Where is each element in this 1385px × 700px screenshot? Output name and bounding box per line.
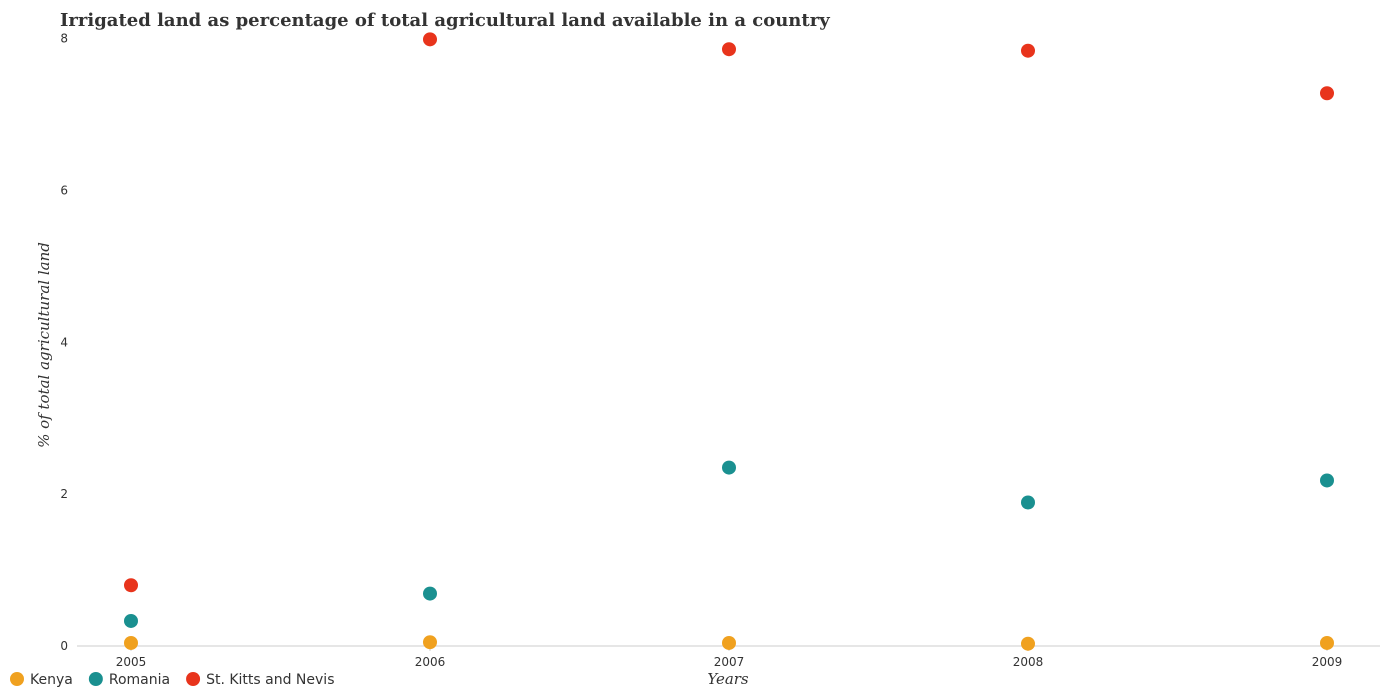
point-st-kitts-and-nevis-2009 — [1320, 86, 1334, 101]
point-st-kitts-and-nevis-2006 — [423, 32, 437, 47]
point-romania-2006 — [423, 586, 437, 601]
legend-marker-st-kitts-and-nevis — [186, 672, 201, 686]
x-tick-label: 2007 — [714, 655, 745, 669]
data-points — [124, 32, 1334, 651]
y-axis-title: % of total agricultural land — [35, 242, 53, 448]
point-kenya-2008 — [1021, 636, 1035, 651]
legend-label-romania: Romania — [109, 672, 170, 688]
point-kenya-2009 — [1320, 635, 1334, 650]
legend-marker-romania — [88, 672, 103, 686]
point-kenya-2006 — [423, 635, 437, 650]
point-romania-2005 — [124, 613, 138, 628]
x-tick-label: 2008 — [1013, 655, 1044, 669]
point-st-kitts-and-nevis-2007 — [722, 42, 736, 57]
point-st-kitts-and-nevis-2005 — [124, 578, 138, 593]
point-romania-2008 — [1021, 495, 1035, 510]
y-tick-label: 8 — [60, 32, 68, 46]
x-tick-label: 2009 — [1312, 655, 1343, 669]
y-axis: 0 2 4 6 8 — [60, 32, 68, 653]
legend-label-st-kitts-and-nevis: St. Kitts and Nevis — [206, 672, 334, 688]
chart-title: Irrigated land as percentage of total ag… — [60, 10, 830, 31]
x-tick-label: 2005 — [116, 655, 147, 669]
y-tick-label: 4 — [60, 335, 68, 349]
x-tick-label: 2006 — [415, 655, 446, 669]
point-romania-2009 — [1320, 473, 1334, 488]
legend-label-kenya: Kenya — [30, 672, 73, 688]
legend-marker-kenya — [10, 672, 24, 686]
legend: Kenya Romania St. Kitts and Nevis — [10, 672, 335, 688]
point-kenya-2005 — [124, 635, 138, 650]
point-romania-2007 — [722, 460, 736, 475]
point-kenya-2007 — [722, 635, 736, 650]
y-tick-label: 2 — [60, 487, 68, 501]
y-tick-label: 0 — [60, 639, 68, 653]
point-st-kitts-and-nevis-2008 — [1021, 43, 1035, 58]
y-tick-label: 6 — [60, 183, 68, 197]
x-axis-title: Years — [707, 670, 749, 688]
x-axis: 2005 2006 2007 2008 2009 — [116, 646, 1343, 669]
